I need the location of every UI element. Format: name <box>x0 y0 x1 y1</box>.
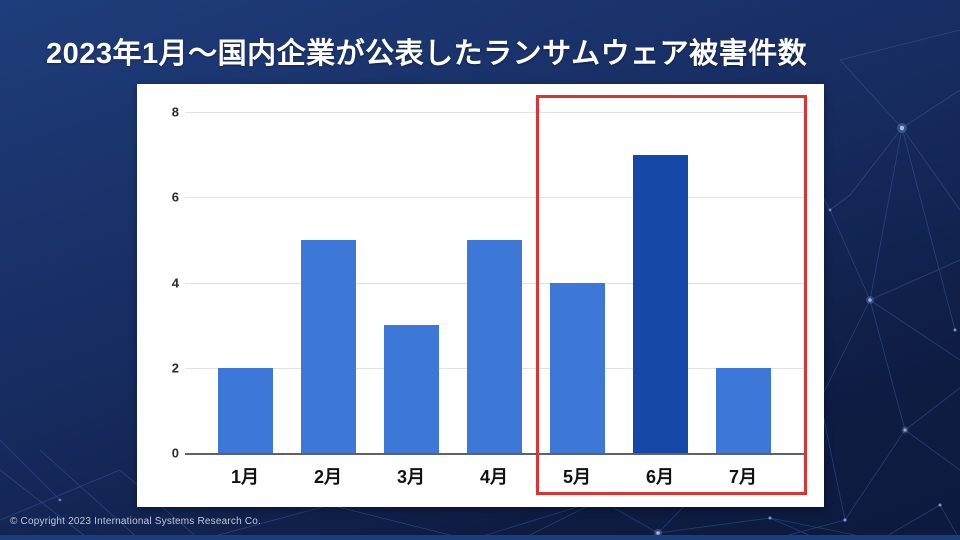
x-axis-tick-label: 3月 <box>396 467 425 487</box>
bar-6月 <box>632 154 688 453</box>
x-axis-tick-label: 2月 <box>313 467 342 487</box>
chart-panel: 0 2 4 6 8 1月 2月 3月 4月 5月 6月 7月 <box>137 84 824 507</box>
y-axis-tick-label: 2 <box>171 360 179 376</box>
bar-3月 <box>383 325 439 453</box>
page-title: 2023年1月～国内企業が公表したランサムウェア被害件数 <box>46 38 808 70</box>
bar-4月 <box>466 239 522 453</box>
bar-2月 <box>300 239 356 453</box>
x-axis-tick-label: 1月 <box>230 467 259 487</box>
bar-7月 <box>715 367 771 453</box>
y-axis-tick-label: 4 <box>171 275 179 290</box>
highlight-range-box <box>535 95 807 495</box>
x-axis-tick-label: 6月 <box>645 467 674 487</box>
y-axis-tick-label: 8 <box>171 104 179 120</box>
x-axis-tick-label: 5月 <box>562 467 591 487</box>
y-axis-tick-label: 6 <box>171 189 179 205</box>
x-axis-tick-label: 7月 <box>728 467 757 487</box>
gridline-y-8 <box>185 112 805 113</box>
x-axis-line <box>185 453 805 455</box>
footer-accent-strip <box>0 535 960 540</box>
copyright-text: © Copyright 2023 International Systems R… <box>10 516 262 527</box>
gridline-y-6 <box>185 197 805 199</box>
y-axis-tick-label: 0 <box>171 445 179 461</box>
bar-1月 <box>217 367 273 453</box>
x-axis-tick-label: 4月 <box>479 467 508 487</box>
bar-5月 <box>549 282 605 453</box>
